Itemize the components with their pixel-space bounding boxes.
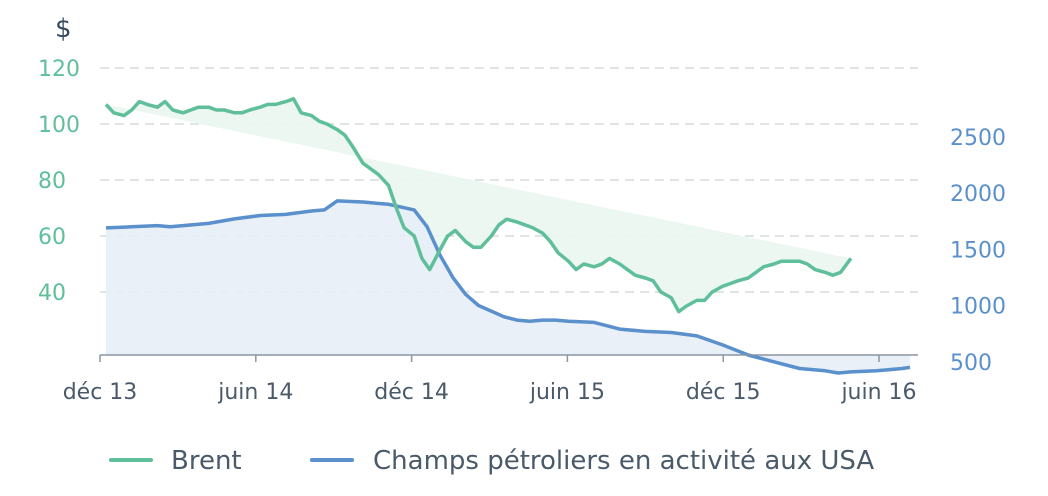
left-tick-label: 60: [38, 225, 66, 250]
brent-area: [106, 98, 851, 312]
right-tick-label: 500: [950, 351, 992, 376]
x-tick-label: déc 13: [63, 380, 138, 405]
series-lines: [104, 97, 911, 375]
x-tick-label: juin 16: [840, 380, 916, 405]
left-tick-label: 120: [38, 57, 80, 82]
right-tick-label: 1500: [950, 238, 1006, 263]
left-axis-ticks: 120 100 80 60 40: [38, 57, 80, 306]
right-tick-label: 1000: [950, 295, 1006, 320]
legend: Brent Champs pétroliers en activité aux U…: [109, 446, 874, 476]
x-tick-label: juin 14: [217, 380, 293, 405]
right-tick-label: 2500: [950, 126, 1006, 151]
brent-line: [104, 97, 853, 314]
rigs-area: [106, 200, 910, 373]
right-axis-ticks: 2500 2000 1500 1000 500: [950, 126, 1006, 376]
legend-label-brent: Brent: [171, 446, 242, 476]
left-tick-label: 80: [38, 169, 66, 194]
rigs-line: [105, 199, 911, 375]
y-unit-label: $: [55, 14, 72, 44]
x-axis-ticks: déc 13 juin 14 déc 14 juin 15 déc 15 juin 16: [63, 355, 917, 405]
x-tick-label: déc 14: [374, 380, 449, 405]
x-tick-label: déc 15: [686, 380, 761, 405]
x-tick-label: juin 15: [529, 380, 605, 405]
right-tick-label: 2000: [950, 182, 1006, 207]
left-tick-label: 100: [38, 113, 80, 138]
area-fills: [106, 98, 910, 373]
legend-label-rigs: Champs pétroliers en activité aux USA: [373, 446, 874, 476]
left-tick-label: 40: [38, 281, 66, 306]
